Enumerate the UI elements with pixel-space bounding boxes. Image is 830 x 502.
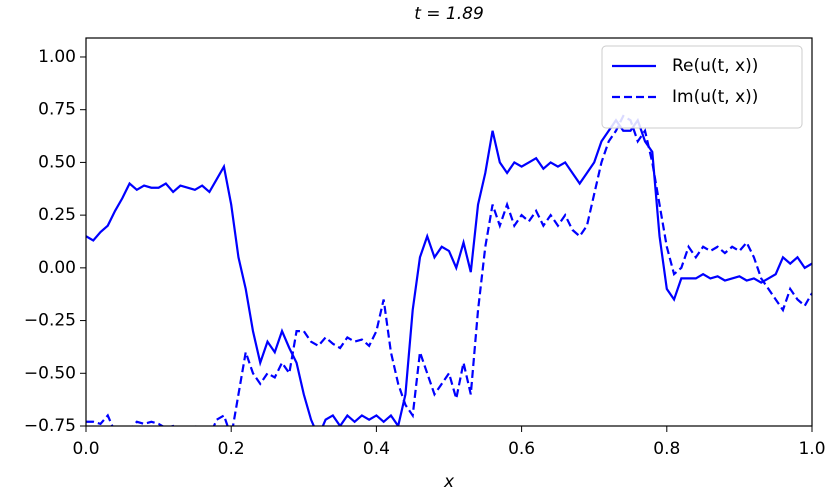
plot-frame xyxy=(85,37,813,427)
data-line xyxy=(86,114,812,426)
data-line xyxy=(86,117,812,426)
x-axis-label: x xyxy=(443,472,455,492)
chart-title: t = 1.89 xyxy=(414,4,484,24)
y-tick-label: 0.50 xyxy=(38,152,76,172)
x-tick-label: 0.8 xyxy=(653,439,680,459)
x-tick-label: 0.2 xyxy=(218,439,245,459)
y-tick-label: −0.25 xyxy=(24,311,76,331)
y-tick-label: 1.00 xyxy=(38,47,76,67)
x-tick-label: 0.6 xyxy=(508,439,535,459)
legend-label: Re(u(t, x)) xyxy=(672,56,758,76)
y-tick-label: 0.00 xyxy=(38,258,76,278)
y-tick-label: −0.75 xyxy=(24,416,76,436)
legend-label: Im(u(t, x)) xyxy=(672,87,758,107)
x-tick-label: 0.4 xyxy=(363,439,390,459)
x-tick-label: 0.0 xyxy=(72,439,99,459)
plot-lines xyxy=(86,114,812,426)
y-tick-label: 0.75 xyxy=(38,100,76,120)
x-tick-label: 1.0 xyxy=(798,439,825,459)
y-tick-label: 0.25 xyxy=(38,205,76,225)
y-tick-label: −0.50 xyxy=(24,363,76,383)
